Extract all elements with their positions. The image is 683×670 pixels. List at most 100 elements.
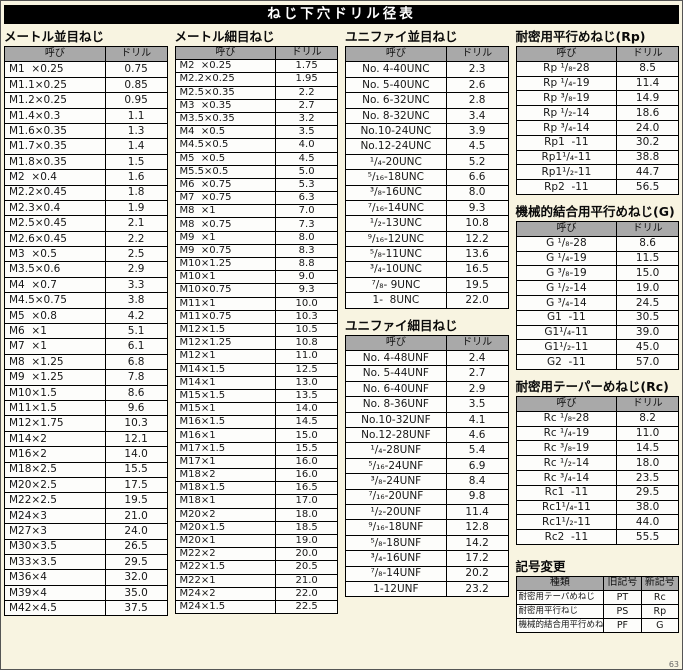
drill-diameter-cell: 10.8: [445, 215, 509, 232]
drill-diameter-cell: 56.5: [616, 179, 679, 195]
thread-designation-cell: M4.5×0.5: [174, 138, 277, 153]
column-header: ドリル: [445, 45, 509, 63]
section-title-metric-coarse: メートル並目ねじ: [4, 29, 105, 44]
table-row: 機械的結合用平行めねじ PF G: [515, 617, 680, 633]
thread-designation-cell: M2.2×0.45: [4, 184, 106, 201]
drill-diameter-cell: 3.4: [445, 107, 509, 124]
thread-designation-cell: Rc1¹/₂-11: [515, 514, 618, 531]
drill-diameter-cell: 5.0: [275, 164, 338, 179]
table-row: M9 ×1.25 7.8: [4, 369, 168, 386]
thread-designation-cell: M9 ×1: [174, 230, 277, 245]
drill-diameter-cell: 30.2: [616, 134, 679, 151]
drill-diameter-cell: 18.6: [616, 105, 679, 121]
thread-designation-cell: M8 ×1: [174, 204, 277, 219]
thread-designation-cell: M6 ×0.75: [174, 177, 277, 193]
drill-diameter-cell: 44.0: [616, 514, 679, 531]
drill-diameter-cell: 2.8: [445, 92, 509, 109]
drill-diameter-cell: 8.3: [275, 243, 338, 259]
thread-designation-cell: No. 4-48UNF: [345, 350, 447, 367]
drill-diameter-cell: 13.0: [275, 375, 338, 390]
drill-diameter-cell: 35.0: [104, 584, 168, 602]
table-row: M24×2 22.0: [174, 586, 338, 601]
table-row: M27×3 24.0: [4, 523, 168, 540]
thread-designation-cell: No.10-32UNF: [345, 411, 447, 428]
drill-diameter-cell: 1.3: [104, 122, 168, 140]
drill-diameter-cell: 9.0: [275, 270, 338, 285]
table-row: No. 5-44UNF 2.7: [345, 365, 509, 382]
table-row: M9 ×1 8.0: [174, 230, 338, 245]
header-row: 呼び ドリル: [515, 46, 679, 62]
table-row: Rp ³/₈-19 14.9: [515, 90, 679, 107]
drill-diameter-cell: 30.5: [616, 309, 679, 326]
drill-diameter-cell: 10.3: [104, 415, 168, 432]
drill-diameter-cell: 57.0: [616, 354, 679, 370]
table-row: G2 -11 57.0: [515, 354, 679, 370]
thread-designation-cell: G1¹/₄-11: [515, 324, 618, 341]
thread-designation-cell: Rp1¹/₂-11: [515, 164, 618, 181]
thread-designation-cell: M2.5×0.35: [174, 85, 277, 100]
table-row: No. 5-40UNC 2.6: [345, 76, 509, 94]
drill-diameter-cell: PT: [603, 589, 642, 605]
drill-diameter-cell: 8.6: [104, 384, 168, 401]
drill-diameter-cell: 11.0: [616, 425, 679, 442]
thread-designation-cell: G ¹/₂-14: [515, 280, 618, 296]
column-header: ドリル: [616, 220, 679, 237]
drill-diameter-cell: 12.1: [104, 430, 168, 448]
drill-diameter-cell: 9.8: [445, 488, 509, 505]
drill-diameter-cell: 1.6: [104, 169, 168, 186]
table-row: M1.1×0.25 0.85: [4, 76, 168, 94]
thread-designation-cell: M12×1.25: [174, 336, 277, 351]
thread-designation-cell: M39×4: [4, 584, 106, 602]
drill-diameter-cell: 4.2: [104, 307, 168, 325]
drill-diameter-cell: 2.2: [104, 230, 168, 248]
drill-diameter-cell: 11.5: [616, 250, 679, 267]
thread-designation-cell: M9 ×0.75: [174, 243, 277, 259]
drill-diameter-cell: 18.5: [275, 520, 338, 535]
drill-diameter-cell: 11.4: [445, 503, 509, 521]
drill-diameter-cell: 2.4: [445, 350, 509, 367]
drill-diameter-cell: 17.5: [104, 476, 168, 494]
header-row: 呼び ドリル: [345, 45, 509, 63]
drill-diameter-cell: 39.0: [616, 324, 679, 341]
drill-diameter-cell: 12.8: [445, 519, 509, 536]
table-row: M12×1 11.0: [174, 349, 338, 364]
column-header: 種類: [515, 575, 605, 591]
table-row: M3 ×0.35 2.7: [174, 98, 338, 113]
table-row: M20×2 18.0: [174, 507, 338, 522]
thread-designation-cell: M1.7×0.35: [4, 138, 106, 155]
column-header: ドリル: [616, 46, 679, 62]
thread-designation-cell: ³/₈-24UNF: [345, 473, 447, 490]
table-row: M18×1.5 16.5: [174, 481, 338, 496]
thread-designation-cell: M14×1: [174, 375, 277, 390]
thread-designation-cell: M24×2: [174, 586, 277, 601]
rp-table-container: 呼び ドリル Rp ¹/₈-28 8.5 Rp ¹/₄-19 11.4 Rp ³/₈-19 1…: [515, 46, 679, 195]
drill-diameter-cell: 22.0: [275, 586, 338, 601]
table-row: M1.2×0.25 0.95: [4, 92, 168, 109]
table-row: Rc ³/₈-19 14.5: [515, 440, 679, 457]
table-row: Rc ¹/₈-28 8.2: [515, 410, 679, 427]
drill-diameter-cell: 3.2: [275, 111, 338, 127]
column-header: ドリル: [275, 45, 338, 61]
table-row: M2.2×0.25 1.95: [174, 72, 338, 87]
table-row: ¹/₂-13UNC 10.8: [345, 215, 509, 232]
table-row: 耐密用平行ねじ PS Rp: [515, 603, 680, 619]
thread-designation-cell: G1¹/₂-11: [515, 339, 618, 356]
table-row: Rp ¹/₄-19 11.4: [515, 75, 679, 92]
thread-designation-cell: No.10-24UNC: [345, 122, 447, 140]
thread-designation-cell: M3 ×0.5: [4, 246, 106, 263]
drill-diameter-cell: 5.3: [275, 177, 338, 193]
drill-diameter-cell: 6.1: [104, 338, 168, 355]
thread-designation-cell: ³/₈-16UNC: [345, 184, 447, 201]
table-row: M5.5×0.5 5.0: [174, 164, 338, 179]
thread-designation-cell: M16×2: [4, 446, 106, 463]
symbol-change-table: 種類 旧記号 新記号 耐密用テーパめねじ PT Rc 耐密用平行ねじ PS Rp 機械的結合用平行…: [515, 575, 680, 633]
table-row: M16×1.5 14.5: [174, 415, 338, 430]
thread-designation-cell: Rp ³/₄-14: [515, 119, 618, 136]
drill-diameter-cell: 17.0: [275, 494, 338, 509]
thread-designation-cell: M17×1.5: [174, 441, 277, 456]
drill-diameter-cell: Rc: [640, 589, 680, 605]
table-row: G ¹/₂-14 19.0: [515, 280, 679, 296]
table-row: M10×0.75 9.3: [174, 283, 338, 298]
table-row: No. 8-36UNF 3.5: [345, 396, 509, 413]
page-number: 63: [668, 660, 679, 669]
